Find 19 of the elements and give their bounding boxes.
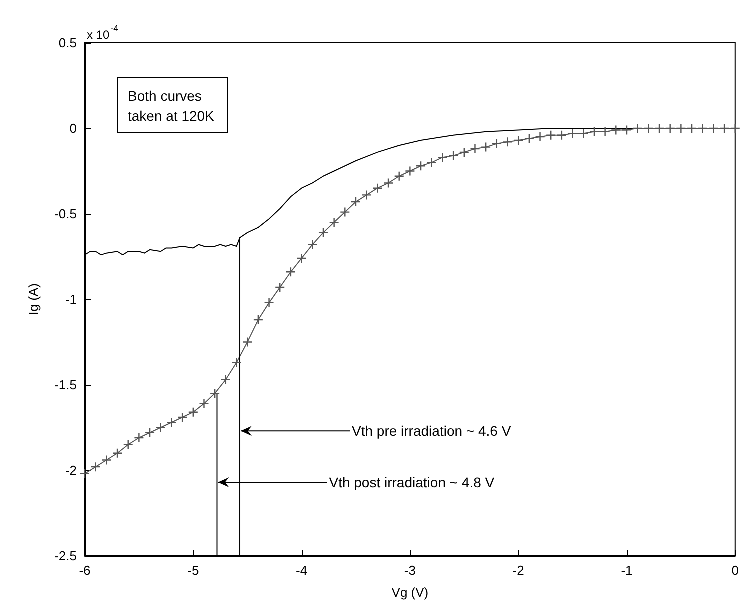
y-tick-label: 0.5: [58, 36, 77, 50]
y-tick-label: 0: [70, 121, 77, 136]
x-tick-label: -6: [79, 563, 91, 578]
x-tick-label: -3: [404, 563, 416, 578]
annotation: Vth post irradiation ~ 4.8 V: [329, 474, 496, 490]
x-tick-label: 0: [732, 563, 739, 578]
x-tick-label: -2: [512, 563, 524, 578]
annotation: Both curves taken at 120K: [128, 88, 216, 124]
x-tick-label: -1: [621, 563, 633, 578]
y-tick-label: -1: [65, 292, 77, 307]
y-axis-title: Ig (A): [26, 284, 41, 316]
y-tick-label: -0.5: [54, 206, 77, 222]
y-tick-label: -2: [65, 463, 77, 478]
x-tick-label: -5: [188, 563, 200, 578]
y-tick-label: -1.5: [54, 378, 77, 392]
y-tick-label: -2.5: [54, 548, 77, 564]
annotation: Vth pre irradiation ~ 4.6 V: [352, 423, 512, 440]
x-tick-label: -4: [296, 563, 308, 578]
x-axis-title: Vg (V): [392, 585, 429, 600]
